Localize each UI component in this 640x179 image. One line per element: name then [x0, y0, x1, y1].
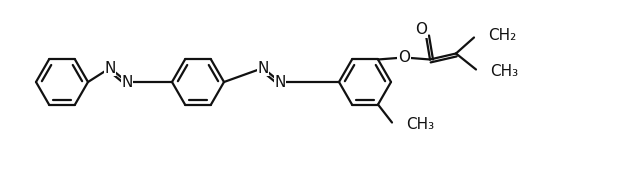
Text: CH₂: CH₂ — [488, 28, 516, 43]
Text: N: N — [104, 61, 116, 76]
Text: N: N — [122, 74, 132, 90]
Text: N: N — [275, 74, 285, 90]
Text: O: O — [398, 50, 410, 65]
Text: CH₃: CH₃ — [490, 64, 518, 79]
Text: N: N — [257, 61, 269, 76]
Text: O: O — [415, 22, 427, 37]
Text: CH₃: CH₃ — [406, 117, 434, 132]
